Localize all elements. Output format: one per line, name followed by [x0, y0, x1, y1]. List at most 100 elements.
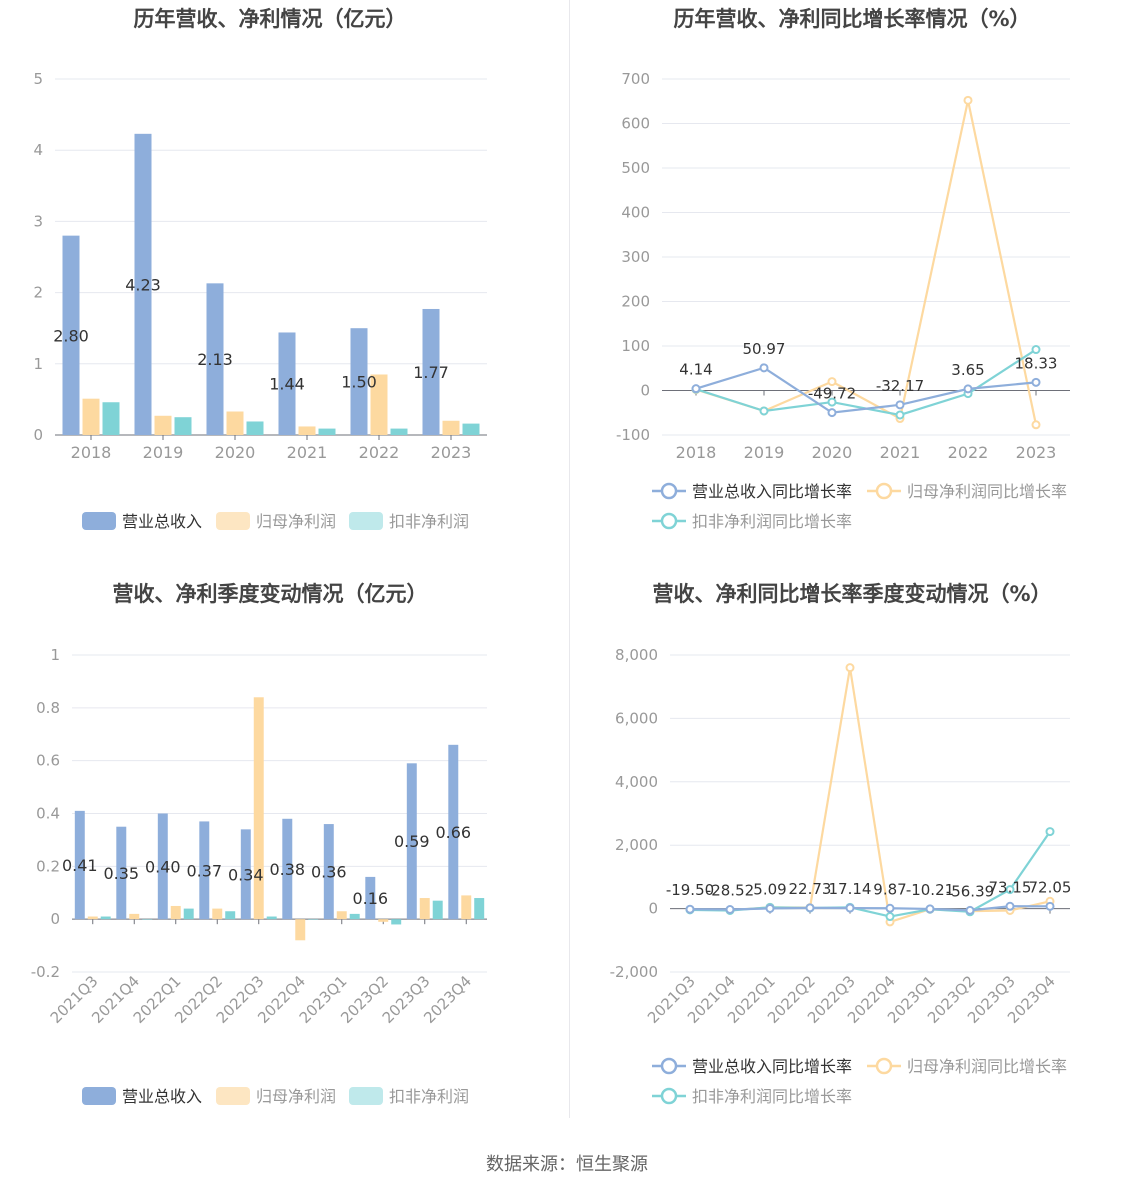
- legend-marker[interactable]: [660, 512, 678, 530]
- y-tick-label: 0: [648, 900, 658, 918]
- legend-label: 归母净利润同比增长率: [907, 482, 1067, 501]
- legend-swatch-deducted-profit[interactable]: [349, 512, 383, 530]
- chart-title: 历年营收、净利同比增长率情况（%）: [673, 7, 1030, 31]
- point-value-label: 3.65: [951, 361, 984, 379]
- legend-marker[interactable]: [875, 482, 893, 500]
- legend-marker[interactable]: [875, 1057, 893, 1075]
- x-tick-label: 2022: [948, 443, 989, 462]
- point-value-label: -28.52: [706, 882, 754, 900]
- point-value-label: 50.97: [743, 340, 786, 358]
- y-tick-label: 8,000: [615, 646, 658, 664]
- bar-revenue: [365, 876, 376, 920]
- line-point: [759, 363, 769, 373]
- line-point: [827, 377, 837, 387]
- y-tick-label: 600: [621, 115, 650, 133]
- bar-value-label: 2.13: [197, 350, 233, 369]
- line-revenue-growth: [689, 905, 1051, 912]
- line-revenue-growth: [695, 366, 1037, 414]
- bar-deducted-profit: [174, 417, 192, 435]
- line-deducted-profit-growth: [695, 348, 1037, 417]
- x-tick-label: 2023: [1016, 443, 1057, 462]
- legend-label: 归母净利润: [256, 1087, 336, 1106]
- x-tick-label: 2021: [880, 443, 921, 462]
- line-point: [885, 912, 895, 922]
- x-tick-label: 2019: [744, 443, 785, 462]
- bar-net-profit: [87, 916, 98, 920]
- x-tick-label: 2023: [431, 443, 472, 462]
- legend-swatch-revenue[interactable]: [82, 512, 116, 530]
- line-point: [725, 905, 735, 915]
- bar-value-label: 0.36: [311, 863, 347, 882]
- bar-deducted-profit: [390, 428, 408, 435]
- legend-swatch-deducted-profit[interactable]: [349, 1087, 383, 1105]
- y-tick-label: 0.4: [36, 805, 60, 823]
- bar-deducted-profit: [318, 428, 336, 435]
- line-point: [1005, 901, 1015, 911]
- bar-net-profit: [212, 908, 223, 920]
- bar-revenue: [62, 235, 80, 435]
- y-tick-label: 200: [621, 293, 650, 311]
- line-point: [895, 410, 905, 420]
- legend-marker[interactable]: [660, 482, 678, 500]
- line-point: [805, 903, 815, 913]
- bar-revenue: [240, 829, 251, 920]
- y-tick-label: 0: [33, 426, 43, 444]
- y-tick-label: 0: [640, 382, 650, 400]
- line-point: [1031, 420, 1041, 430]
- bar-net-profit: [170, 905, 181, 920]
- chart-svg: 历年营收、净利情况（亿元） 0 1 2 3 4 5 2018 2019 2020 2021 2022 2…: [33, 7, 487, 531]
- quarterly-growth-rate-panel: 营收、净利同比增长率季度变动情况（%） -2,000 0 2,000 4,000 6,00…: [567, 575, 1134, 1150]
- line-point: [963, 384, 973, 394]
- line-point: [1031, 345, 1041, 355]
- legend-marker[interactable]: [660, 1087, 678, 1105]
- legend-label: 营业总收入: [122, 1087, 202, 1106]
- y-tick-label: 5: [33, 70, 43, 88]
- line-point: [685, 904, 695, 914]
- bar-deducted-profit: [432, 900, 443, 920]
- legend-label: 营业总收入: [122, 512, 202, 531]
- line-point: [765, 903, 775, 913]
- bar-value-label: 0.66: [435, 823, 471, 842]
- legend-swatch-revenue[interactable]: [82, 1087, 116, 1105]
- bar-net-profit: [295, 919, 306, 941]
- x-tick-label: 2018: [71, 443, 112, 462]
- bar-net-profit: [419, 898, 430, 920]
- legend-label: 扣非净利润: [389, 1087, 469, 1106]
- y-tick-label: 400: [621, 204, 650, 222]
- bar-revenue: [116, 826, 127, 920]
- y-tick-label: 4,000: [615, 773, 658, 791]
- bar-value-label: 0.59: [394, 832, 430, 851]
- point-value-label: 9.87: [873, 880, 906, 898]
- bar-revenue: [278, 332, 296, 435]
- y-tick-label: 1: [33, 355, 43, 373]
- bar-net-profit: [461, 895, 472, 920]
- bar-deducted-profit: [246, 421, 264, 435]
- legend-label: 营业总收入同比增长率: [692, 482, 852, 501]
- legend-label: 营业总收入同比增长率: [692, 1057, 852, 1076]
- chart-title: 营收、净利同比增长率季度变动情况（%）: [652, 582, 1051, 606]
- bar-deducted-profit: [225, 911, 236, 920]
- bar-revenue: [406, 763, 417, 920]
- bar-deducted-profit: [100, 916, 111, 920]
- y-tick-label: 3: [33, 212, 43, 230]
- legend-marker[interactable]: [660, 1057, 678, 1075]
- y-tick-label: -2,000: [610, 963, 658, 981]
- bar-value-label: 0.40: [145, 857, 181, 876]
- bar-revenue: [282, 818, 293, 920]
- x-tick-label: 2020: [215, 443, 256, 462]
- x-tick-label: 2020: [812, 443, 853, 462]
- chart-title: 营收、净利季度变动情况（亿元）: [113, 582, 428, 606]
- bar-value-label: 0.34: [228, 865, 264, 884]
- legend-swatch-net-profit[interactable]: [216, 1087, 250, 1105]
- bar-deducted-profit: [462, 423, 480, 435]
- line-point: [885, 903, 895, 913]
- point-value-label: -32.17: [876, 377, 924, 395]
- line-point: [759, 406, 769, 416]
- line-point: [691, 384, 701, 394]
- line-point: [1045, 901, 1055, 911]
- legend-swatch-net-profit[interactable]: [216, 512, 250, 530]
- bar-deducted-profit: [474, 898, 485, 920]
- bar-value-label: 0.16: [352, 889, 388, 908]
- y-tick-label: 2,000: [615, 836, 658, 854]
- bar-net-profit: [226, 411, 244, 435]
